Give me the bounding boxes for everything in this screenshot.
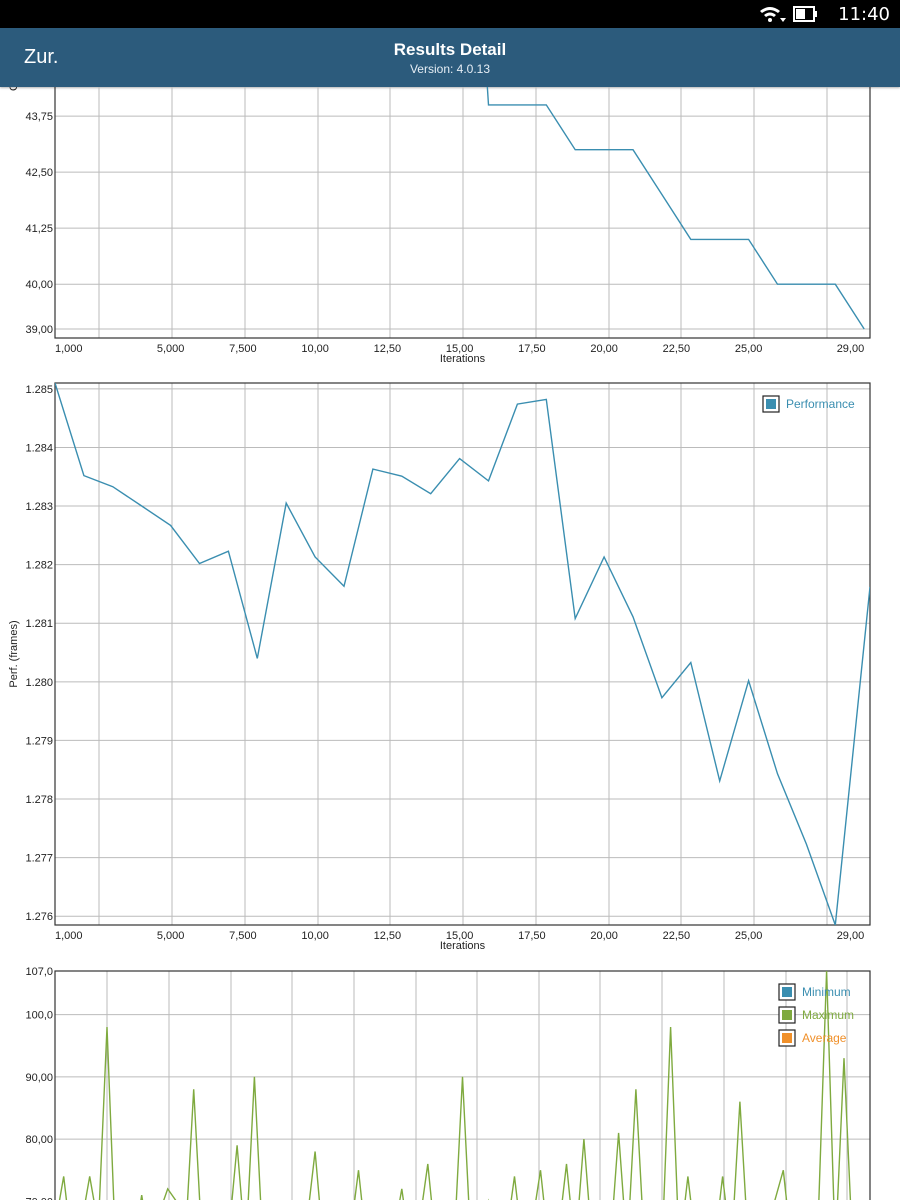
legend-item: Maximum <box>778 1006 854 1024</box>
y-tick-label: 70,00 <box>25 1196 53 1200</box>
x-tick-label: 15,00 <box>446 343 474 355</box>
series-line-performance <box>55 383 870 925</box>
y-tick-label: 40,00 <box>25 279 53 291</box>
y-tick-label: 1.280 <box>25 677 53 689</box>
y-axis-title: C <box>8 87 20 91</box>
legend-swatch <box>766 399 776 409</box>
y-tick-label: 1.279 <box>25 735 53 747</box>
y-axis-title: Perf. (frames) <box>8 620 20 687</box>
x-tick-label: 15,00 <box>446 930 474 942</box>
y-tick-label: 90,00 <box>25 1072 53 1084</box>
x-tick-label: 25,00 <box>735 930 763 942</box>
plot-frame <box>54 382 871 926</box>
y-tick-label: 1.278 <box>25 794 53 806</box>
legend-label: Maximum <box>802 1008 854 1022</box>
clock: 11:40 <box>838 4 890 25</box>
x-axis-title: Iterations <box>440 353 486 365</box>
x-tick-label: 20,00 <box>590 343 618 355</box>
legend-item: Minimum <box>778 983 851 1001</box>
y-tick-label: 107,0 <box>25 966 53 978</box>
x-tick-label: 10,00 <box>301 930 329 942</box>
temperature-chart: 43,75 42,50 41,25 40,00 39,001,000 5,000 7,500… <box>8 87 871 365</box>
legend-swatch <box>782 1033 792 1043</box>
x-tick-label: 7,500 <box>229 343 257 355</box>
x-tick-label: 7,500 <box>229 930 257 942</box>
x-tick-label: 29,00 <box>837 930 865 942</box>
y-tick-label: 39,00 <box>25 324 53 336</box>
x-tick-label: 10,00 <box>301 343 329 355</box>
x-tick-label: 20,00 <box>590 930 618 942</box>
x-tick-label: 12,50 <box>374 343 402 355</box>
x-tick-label: 17,50 <box>518 343 546 355</box>
x-tick-label: 5,000 <box>157 930 185 942</box>
y-tick-label: 100,0 <box>25 1010 53 1022</box>
series-line-values <box>486 87 865 330</box>
x-tick-label: 25,00 <box>735 343 763 355</box>
y-tick-label: 1.283 <box>25 501 53 513</box>
series-line-maximum <box>58 971 852 1200</box>
x-tick-label: 1,000 <box>55 343 83 355</box>
x-tick-label: 29,00 <box>837 343 865 355</box>
performance-chart: 1.285 1.284 1.283 1.282 1.281 1.280 1.279 1.278… <box>8 382 871 952</box>
legend-swatch <box>782 987 792 997</box>
y-tick-label: 1.276 <box>25 911 53 923</box>
legend-label: Performance <box>786 397 855 411</box>
status-bar: 11:40 <box>0 0 900 28</box>
legend-item: Average <box>778 1029 847 1047</box>
y-tick-label: 43,75 <box>25 111 53 123</box>
x-tick-label: 5,000 <box>157 343 185 355</box>
battery-icon <box>793 6 817 22</box>
x-tick-label: 17,50 <box>518 930 546 942</box>
x-axis-title: Iterations <box>440 940 486 952</box>
version-label: Version: 4.0.13 <box>409 62 491 76</box>
y-tick-label: 1.277 <box>25 853 53 865</box>
x-tick-label: 22,50 <box>663 930 691 942</box>
legend-label: Minimum <box>802 985 851 999</box>
x-tick-label: 12,50 <box>374 930 402 942</box>
y-tick-label: 80,00 <box>25 1134 53 1146</box>
status-icons <box>760 6 817 22</box>
y-tick-label: 1.282 <box>25 560 53 572</box>
back-button[interactable]: Zur. <box>24 46 59 68</box>
plot-frame <box>54 87 871 339</box>
plot-frame <box>54 970 871 1200</box>
fps-chart: 107,0 100,0 90,00 80,00 70,00 Minimum Maximum A… <box>25 966 871 1200</box>
legend-label: Average <box>802 1031 847 1045</box>
wifi-icon <box>760 7 786 22</box>
page-title: Results Detail <box>393 40 507 59</box>
app-bar: Zur. Results Detail Version: 4.0.13 <box>0 28 900 87</box>
y-tick-label: 1.281 <box>25 618 53 630</box>
legend-swatch <box>782 1010 792 1020</box>
y-tick-label: 1.284 <box>25 442 53 454</box>
y-tick-label: 42,50 <box>25 167 53 179</box>
y-tick-label: 41,25 <box>25 223 53 235</box>
x-tick-label: 22,50 <box>663 343 691 355</box>
x-tick-label: 1,000 <box>55 930 83 942</box>
legend-item: Performance <box>762 395 855 413</box>
y-tick-label: 1.285 <box>25 384 53 396</box>
